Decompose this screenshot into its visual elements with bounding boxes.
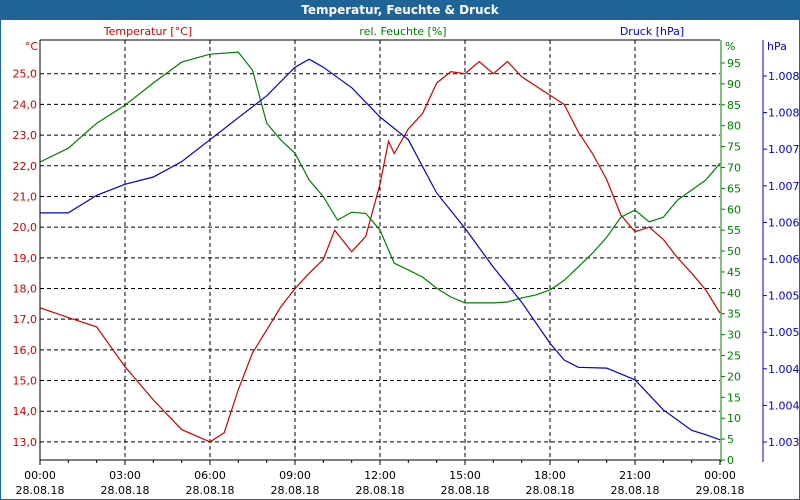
humidity-tick-label: 40	[727, 287, 741, 300]
temperature-tick-label: 22,0	[13, 160, 38, 173]
x-tick-date: 28.08.18	[271, 484, 320, 497]
x-tick-time: 00:00	[704, 469, 736, 482]
x-tick-date: 28.08.18	[101, 484, 150, 497]
humidity-tick-label: 60	[727, 203, 741, 216]
temperature-tick-label: 24,0	[13, 98, 38, 111]
temperature-tick-label: 21,0	[13, 190, 38, 203]
temperature-series-line	[39, 60, 721, 443]
grid	[40, 40, 720, 460]
x-tick-date: 28.08.18	[186, 484, 235, 497]
temperature-tick-label: 18,0	[13, 283, 38, 296]
humidity-tick-label: 20	[727, 370, 741, 383]
window-title: Temperatur, Feuchte & Druck	[0, 0, 800, 20]
humidity-tick-label: 15	[727, 391, 741, 404]
humidity-tick-label: 95	[727, 57, 741, 70]
humidity-series-line	[39, 51, 721, 304]
temperature-tick-label: 17,0	[13, 313, 38, 326]
x-tick-time: 12:00	[364, 469, 396, 482]
pressure-axis-title: Druck [hPa]	[620, 25, 684, 38]
pressure-tick-label: 1.006	[768, 253, 800, 266]
temperature-tick-label: 13,0	[13, 436, 38, 449]
temperature-tick-label: 19,0	[13, 252, 38, 265]
humidity-unit: %	[725, 40, 735, 53]
humidity-axis-title: rel. Feuchte [%]	[359, 25, 446, 38]
series-lines	[39, 51, 721, 443]
temperature-tick-label: 15,0	[13, 375, 38, 388]
temperature-tick-label: 20,0	[13, 221, 38, 234]
humidity-tick-label: 75	[727, 141, 741, 154]
x-tick-date: 29.08.18	[696, 484, 745, 497]
humidity-tick-label: 90	[727, 78, 741, 91]
x-tick-time: 03:00	[109, 469, 141, 482]
humidity-tick-label: 65	[727, 182, 741, 195]
humidity-tick-label: 80	[727, 120, 741, 133]
x-tick-date: 28.08.18	[356, 484, 405, 497]
x-tick-time: 06:00	[194, 469, 226, 482]
humidity-tick-label: 45	[727, 266, 741, 279]
pressure-tick-label: 1.005	[768, 326, 800, 339]
pressure-tick-label: 1.006	[768, 216, 800, 229]
x-tick-time: 00:00	[24, 469, 56, 482]
x-tick-time: 21:00	[619, 469, 651, 482]
pressure-series-line	[40, 58, 721, 441]
humidity-tick-label: 85	[727, 99, 741, 112]
temperature-axis-title: Temperatur [°C]	[103, 25, 192, 38]
x-tick-date: 28.08.18	[441, 484, 490, 497]
pressure-tick-label: 1.008	[768, 70, 800, 83]
pressure-unit: hPa	[767, 40, 787, 53]
humidity-tick-label: 70	[727, 161, 741, 174]
humidity-tick-label: 35	[727, 308, 741, 321]
humidity-tick-label: 50	[727, 245, 741, 258]
x-tick-date: 28.08.18	[16, 484, 65, 497]
pressure-tick-label: 1.003	[768, 436, 800, 449]
humidity-tick-label: 25	[727, 350, 741, 363]
pressure-tick-label: 1.004	[768, 363, 800, 376]
humidity-tick-label: 30	[727, 329, 741, 342]
temperature-unit: °C	[25, 40, 39, 53]
humidity-tick-label: 55	[727, 224, 741, 237]
pressure-tick-label: 1.004	[768, 399, 800, 412]
x-tick-date: 28.08.18	[526, 484, 575, 497]
pressure-tick-label: 1.007	[768, 143, 800, 156]
humidity-tick-label: 10	[727, 412, 741, 425]
pressure-tick-label: 1.007	[768, 180, 800, 193]
temperature-tick-label: 23,0	[13, 129, 38, 142]
x-tick-time: 09:00	[279, 469, 311, 482]
temperature-tick-label: 25,0	[13, 68, 38, 81]
axes: 13,0 14,0 15,0 16,0 17,0 18,0 19,0 20,0 21,0 22,0…	[13, 39, 800, 497]
x-tick-time: 15:00	[449, 469, 481, 482]
x-tick-date: 28.08.18	[611, 484, 660, 497]
temperature-tick-label: 14,0	[13, 405, 38, 418]
pressure-tick-label: 1.005	[768, 290, 800, 303]
pressure-tick-label: 1.008	[768, 107, 800, 120]
temperature-tick-label: 16,0	[13, 344, 38, 357]
humidity-tick-label: 5	[727, 433, 734, 446]
x-tick-time: 18:00	[534, 469, 566, 482]
humidity-tick-label: 0	[727, 454, 734, 467]
